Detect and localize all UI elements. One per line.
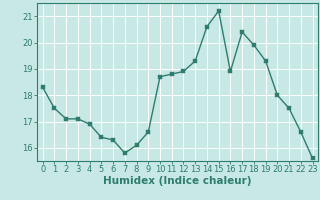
X-axis label: Humidex (Indice chaleur): Humidex (Indice chaleur): [103, 176, 252, 186]
